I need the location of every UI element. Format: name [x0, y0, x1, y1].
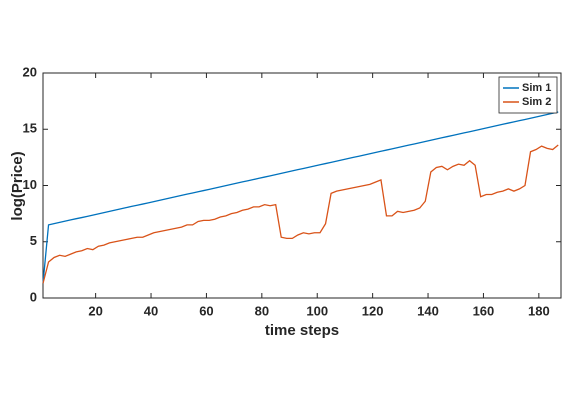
x-tick-label: 100 [306, 303, 328, 318]
x-tick-label: 20 [88, 303, 102, 318]
y-tick-label: 20 [23, 64, 37, 79]
y-tick-label: 15 [23, 121, 37, 136]
y-tick-label: 10 [23, 177, 37, 192]
y-tick-label: 5 [30, 233, 37, 248]
x-tick-label: 120 [362, 303, 384, 318]
x-tick-label: 60 [199, 303, 213, 318]
legend-label: Sim 1 [522, 82, 551, 94]
series-line [42, 144, 559, 284]
y-tick-label: 0 [30, 289, 37, 304]
x-tick-label: 140 [417, 303, 439, 318]
x-tick-label: 40 [144, 303, 158, 318]
plot-area [42, 72, 562, 299]
x-tick-label: 180 [528, 303, 550, 318]
x-axis-label: time steps [265, 322, 339, 339]
y-axis-label: log(Price) [9, 151, 26, 220]
x-tick-label: 80 [255, 303, 269, 318]
legend-label: Sim 2 [522, 96, 551, 108]
x-tick-label: 160 [473, 303, 495, 318]
series-line [42, 111, 559, 284]
legend-box [498, 76, 558, 114]
